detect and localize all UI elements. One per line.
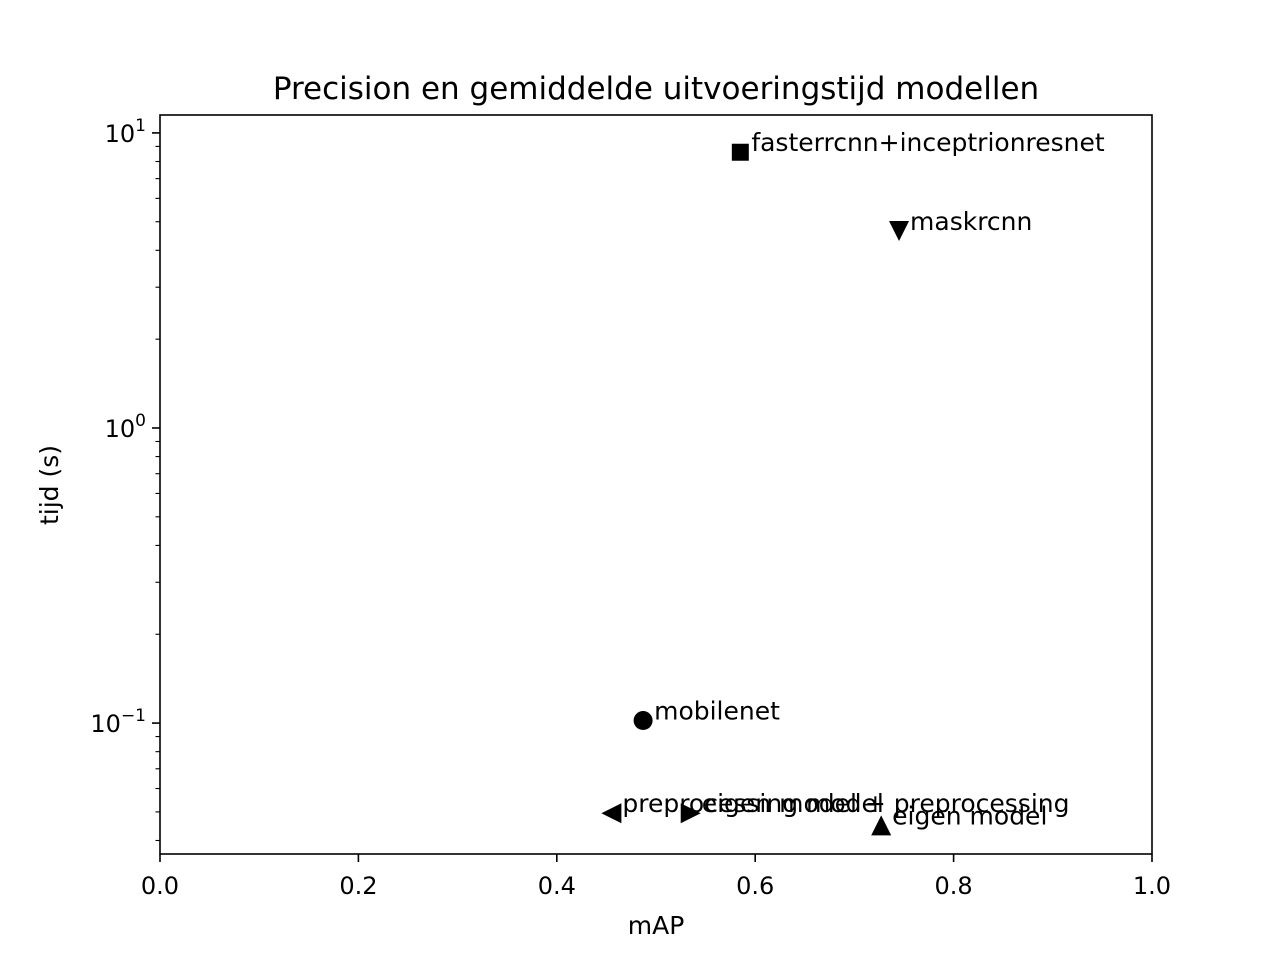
axes-frame (159, 114, 1153, 855)
axis-ticks: 0.0 0.2 0.4 0.6 0.8 1.0 101 100 10−1 (90, 116, 1171, 900)
x-tick-label: 0.2 (339, 872, 377, 900)
y-tick-label: 100 (105, 411, 146, 443)
data-point: eigen model + preprocessing (680, 789, 1070, 824)
data-point: eigen model (871, 801, 1047, 836)
chart-title: Precision en gemiddelde uitvoeringstijd … (273, 71, 1039, 107)
point-annotation: eigen model (892, 801, 1047, 830)
data-point: maskrcnn (889, 207, 1032, 242)
x-tick-label: 0.0 (141, 872, 179, 900)
point-marker-triangle-left (601, 803, 622, 824)
point-annotation: maskrcnn (910, 207, 1032, 236)
y-tick-label: 10−1 (90, 706, 146, 738)
x-tick-label: 1.0 (1133, 872, 1171, 900)
y-axis-label: tijd (s) (35, 445, 64, 525)
point-marker-triangle-down (889, 221, 910, 242)
data-point: fasterrcnn+inceptrionresnet (731, 128, 1105, 161)
x-tick-label: 0.8 (935, 872, 973, 900)
data-points: fasterrcnn+inceptrionresnet maskrcnn mobil… (601, 128, 1105, 836)
point-marker-triangle-right (680, 803, 701, 824)
x-tick-label: 0.4 (538, 872, 576, 900)
x-axis-label: mAP (628, 911, 685, 940)
point-annotation: mobilenet (654, 697, 780, 726)
point-marker-circle (633, 711, 653, 731)
point-marker-triangle-up (871, 815, 892, 836)
point-annotation: fasterrcnn+inceptrionresnet (751, 128, 1105, 157)
x-tick-label: 0.6 (736, 872, 774, 900)
point-annotation: eigen model + preprocessing (702, 789, 1070, 818)
y-tick-label: 101 (105, 116, 146, 148)
data-point: preprocessing model (601, 789, 884, 824)
point-annotation: preprocessing model (622, 789, 884, 818)
data-point: mobilenet (633, 697, 780, 731)
point-marker-square (731, 143, 749, 161)
